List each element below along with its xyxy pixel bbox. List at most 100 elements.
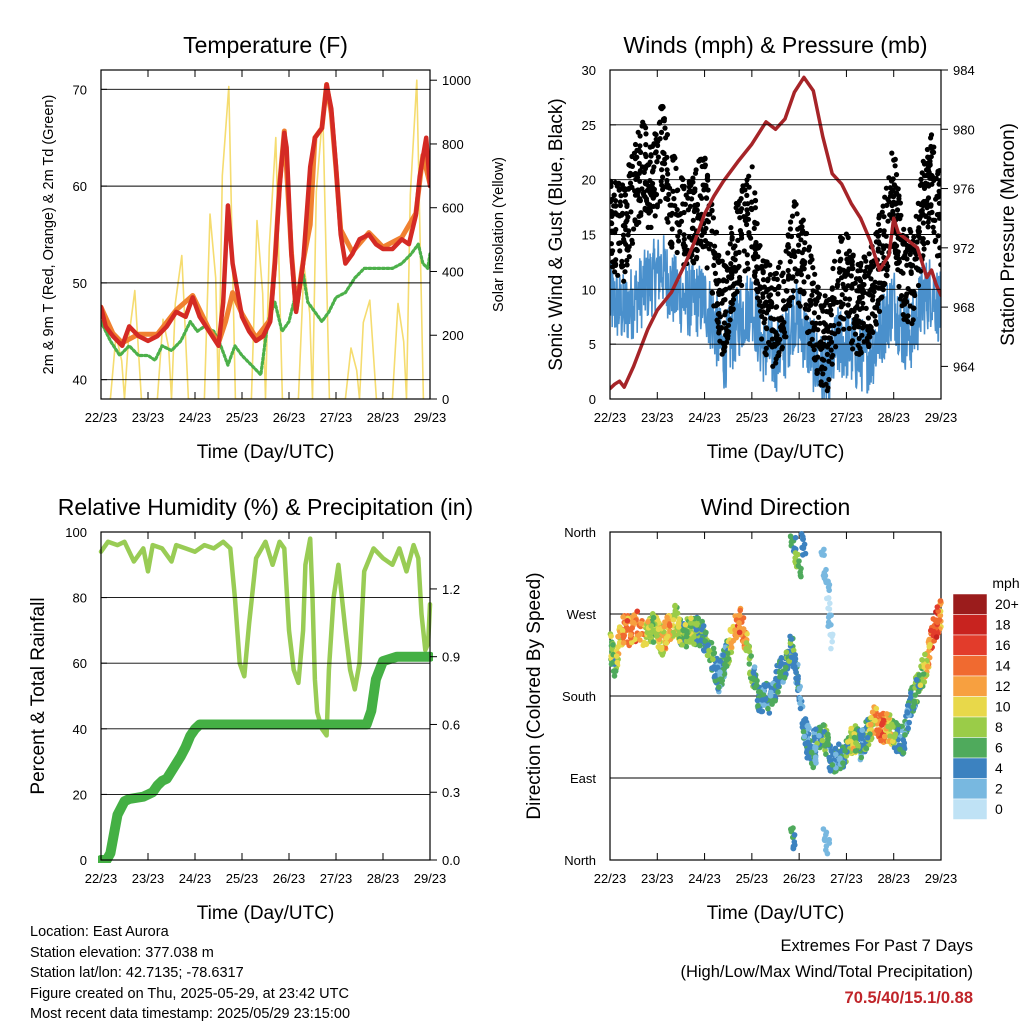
gust-point (840, 281, 846, 287)
gust-point (937, 215, 941, 221)
gust-point (896, 283, 902, 290)
gust-point (774, 276, 780, 282)
gust-point (938, 262, 941, 268)
direction-point (916, 672, 923, 678)
direction-point (906, 719, 912, 726)
gust-point (755, 254, 761, 260)
gust-point (799, 250, 805, 256)
gust-point (846, 325, 852, 332)
direction-point (751, 664, 758, 670)
gust-point (728, 225, 734, 231)
direction-point (746, 661, 753, 667)
gust-point (920, 202, 926, 209)
direction-point (777, 674, 783, 680)
gust-point (845, 302, 851, 308)
gust-point (731, 292, 737, 298)
direction-point (679, 642, 685, 648)
gust-point (885, 218, 891, 224)
gust-point (851, 320, 857, 326)
x-tick-label: 24/23 (179, 871, 212, 886)
gust-point (928, 132, 935, 138)
gust-point (721, 348, 727, 354)
gust-point (637, 133, 643, 139)
gust-point (611, 192, 617, 198)
direction-point (821, 546, 827, 553)
direction-point (683, 643, 690, 650)
direction-point (645, 619, 651, 625)
gust-point (936, 188, 941, 194)
gust-point (808, 298, 814, 304)
direction-point (787, 533, 794, 539)
gust-point (702, 238, 709, 244)
gust-point (892, 156, 898, 162)
direction-point (800, 728, 807, 735)
direction-point (800, 533, 806, 540)
gust-point (761, 284, 768, 290)
gust-point (912, 249, 918, 255)
plot-frame (609, 531, 942, 861)
x-tick-label: 22/23 (85, 871, 118, 886)
direction-point (717, 658, 723, 664)
gust-point (642, 181, 649, 187)
gust-point (929, 149, 935, 155)
y2-tick-label: 964 (953, 359, 975, 374)
direction-point (933, 634, 940, 640)
gust-point (872, 279, 878, 285)
direction-point (706, 647, 712, 654)
direction-point (710, 645, 717, 652)
gust-point (876, 308, 883, 314)
gust-point (830, 265, 836, 272)
direction-point (868, 714, 874, 721)
gust-point (704, 176, 710, 182)
direction-point (859, 727, 866, 733)
gust-point (786, 251, 792, 257)
direction-point (766, 710, 773, 716)
gust-point (867, 267, 873, 273)
direction-point (799, 720, 806, 727)
gust-point (705, 187, 711, 193)
direction-point (710, 651, 717, 657)
direction-point (608, 633, 614, 639)
gust-point (798, 219, 804, 225)
direction-point (802, 550, 809, 557)
gust-point (737, 278, 743, 284)
direction-point (702, 638, 709, 644)
legend-label: 18 (995, 617, 1011, 633)
gust-point (744, 221, 750, 228)
gust-point (752, 190, 758, 196)
direction-point (675, 621, 682, 627)
direction-point (798, 565, 804, 572)
gust-point (887, 185, 894, 191)
direction-point (627, 632, 634, 638)
direction-point (783, 664, 789, 671)
x-tick-label: 24/23 (688, 871, 721, 886)
y-tick-label: 0 (589, 392, 596, 407)
legend-label: 0 (995, 801, 1003, 817)
y-tick-label: 70 (73, 82, 87, 97)
legend-swatch (952, 614, 988, 636)
gust-point (809, 292, 815, 298)
y-tick-label: 40 (73, 373, 87, 388)
direction-point (908, 694, 914, 701)
gust-point (772, 271, 778, 277)
direction-point (796, 685, 802, 692)
gust-point (622, 199, 628, 205)
direction-point (913, 676, 920, 683)
gust-point (717, 287, 723, 293)
direction-point (836, 741, 842, 747)
gust-point (735, 237, 741, 243)
direction-point (921, 679, 927, 685)
y-tick-label: North (564, 525, 596, 540)
gust-point (865, 315, 872, 321)
gust-point (751, 225, 757, 231)
gust-point (701, 229, 708, 235)
gust-point (876, 280, 882, 286)
gust-point (610, 213, 615, 219)
gust-point (826, 376, 832, 383)
y2-tick-label: 972 (953, 241, 975, 256)
gust-point (712, 270, 719, 276)
direction-point (910, 703, 916, 710)
gust-point (937, 245, 941, 251)
direction-point (790, 825, 796, 831)
direction-point (884, 711, 890, 717)
